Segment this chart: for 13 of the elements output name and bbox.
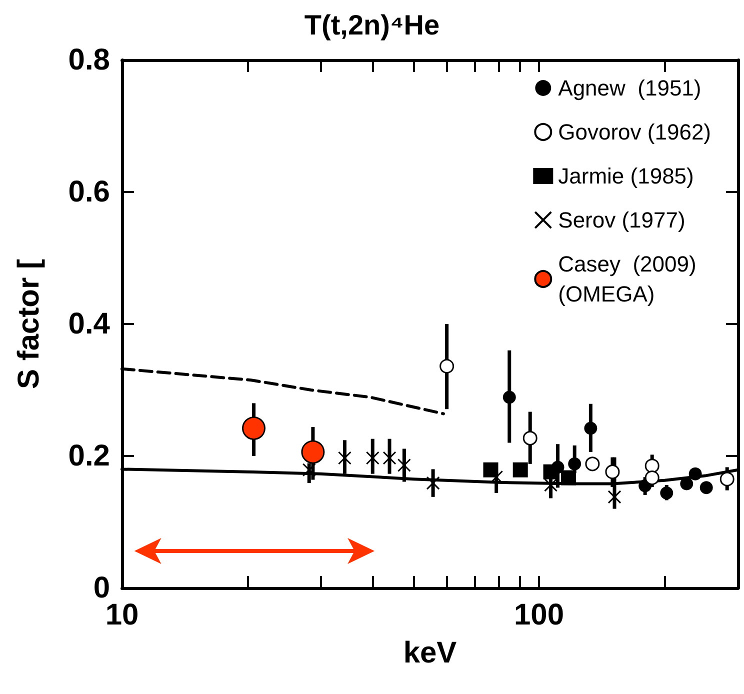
x-tick-label: 100: [514, 598, 564, 632]
legend-label: Serov (1977): [558, 208, 686, 232]
chart-title: T(t,2n)⁴He: [304, 10, 440, 40]
legend-label: Casey (2009) (OMEGA): [558, 252, 696, 306]
y-tick-label: 0.8: [68, 44, 110, 76]
x-axis-title: keV: [403, 636, 457, 670]
legend-label: Jarmie (1985): [558, 164, 694, 188]
y-tick-label: 0.2: [68, 440, 110, 472]
y-tick-label: 0.6: [68, 176, 110, 208]
y-tick-label: 0.4: [68, 308, 110, 340]
y-axis-title: S factor [: [12, 258, 46, 390]
legend-label: Agnew (1951): [558, 76, 702, 100]
legend-label: Govorov (1962): [558, 120, 712, 144]
